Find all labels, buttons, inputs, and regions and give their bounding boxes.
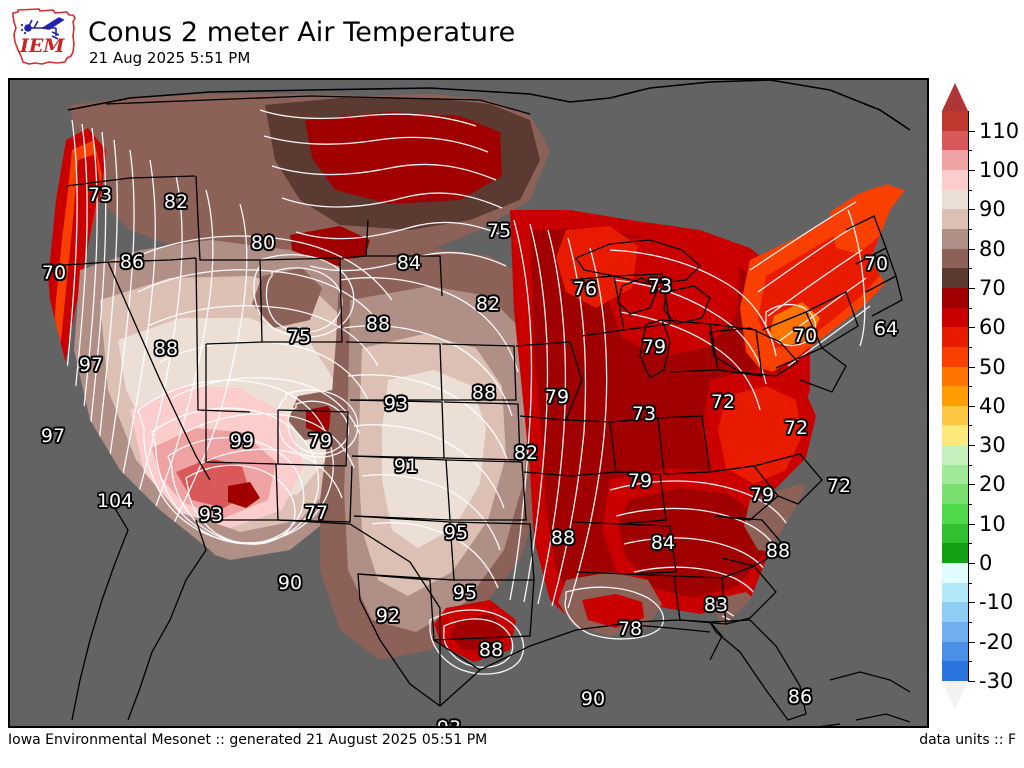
colorbar-tick-label: 40 — [979, 393, 1006, 418]
colorbar-tick-major — [968, 445, 975, 447]
colorbar-tick-minor — [968, 386, 972, 388]
colorbar-band — [942, 307, 968, 328]
colorbar-tick-label: 100 — [979, 157, 1020, 182]
colorbar-tick-label: 60 — [979, 315, 1006, 340]
colorbar-tick-major — [968, 169, 975, 171]
colorbar-tick-major — [968, 130, 975, 132]
colorbar-tick-major — [968, 209, 975, 211]
colorbar-band — [942, 425, 968, 446]
colorbar-band — [942, 602, 968, 623]
page-title: Conus 2 meter Air Temperature — [88, 17, 516, 48]
colorbar-min-arrow — [942, 681, 968, 709]
temperature-map[interactable]: 73 82 80 84 75 86 70 76 73 70 82 75 88 88 79 70 64 97 88 79… — [8, 78, 929, 728]
iem-logo: IEM — [9, 6, 79, 68]
colorbar-tick-minor — [968, 582, 972, 584]
colorbar-tick-minor — [968, 464, 972, 466]
colorbar-band — [942, 563, 968, 583]
colorbar-tick-major — [968, 602, 975, 604]
colorbar-band — [942, 484, 968, 505]
colorbar-tick-major — [968, 641, 975, 643]
colorbar-band — [942, 445, 968, 465]
colorbar-band — [942, 111, 968, 131]
colorbar-tick-minor — [968, 543, 972, 545]
colorbar-tick-major — [968, 681, 975, 682]
colorbar-band — [942, 346, 968, 367]
colorbar-tick-minor — [968, 228, 972, 230]
colorbar-tick-label: 80 — [979, 236, 1006, 261]
colorbar-max-arrow — [942, 83, 968, 111]
colorbar-tick-major — [968, 366, 975, 368]
colorbar-tick-label: 20 — [979, 472, 1006, 497]
colorbar-band — [942, 189, 968, 210]
footer-attribution: Iowa Environmental Mesonet :: generated … — [8, 732, 488, 748]
colorbar-gradient — [942, 111, 968, 681]
colorbar-tick-minor — [968, 307, 972, 309]
colorbar-band — [942, 661, 968, 681]
colorbar-tick-major — [968, 405, 975, 407]
colorbar-tick-major — [968, 248, 975, 250]
colorbar-band — [942, 130, 968, 151]
colorbar-band — [942, 464, 968, 485]
colorbar-tick-label: -30 — [979, 669, 1014, 693]
colorbar-tick-label: -10 — [979, 590, 1014, 615]
colorbar-band — [942, 582, 968, 603]
colorbar-tick-minor — [968, 150, 972, 152]
colorbar-tick-minor — [968, 504, 972, 506]
colorbar-band — [942, 622, 968, 642]
colorbar-tick-minor — [968, 346, 972, 348]
colorbar-tick-major — [968, 327, 975, 329]
colorbar-tick-minor — [968, 661, 972, 663]
colorbar-band — [942, 327, 968, 347]
colorbar-band — [942, 504, 968, 524]
colorbar-band — [942, 169, 968, 190]
colorbar-tick-minor — [968, 622, 972, 624]
colorbar-band — [942, 209, 968, 229]
page-footer: Iowa Environmental Mesonet :: generated … — [0, 728, 1024, 768]
colorbar-tick-label: 70 — [979, 275, 1006, 300]
colorbar-tick-minor — [968, 268, 972, 270]
colorbar-tick-major — [968, 563, 975, 565]
colorbar[interactable]: 110 100 90 80 70 60 50 40 30 20 10 0 -10 -20 -30 — [938, 78, 1024, 728]
colorbar-band — [942, 386, 968, 406]
colorbar-band — [942, 287, 968, 308]
page-header: IEM Conus 2 meter Air Temperature 21 Aug… — [0, 0, 1024, 78]
station-plot-icon — [20, 17, 65, 40]
colorbar-band — [942, 248, 968, 269]
colorbar-tick-major — [968, 484, 975, 486]
colorbar-tick-label: 50 — [979, 354, 1006, 379]
temperature-field — [45, 94, 916, 714]
page-subtitle: 21 Aug 2025 5:51 PM — [89, 49, 251, 67]
map-canvas — [45, 80, 916, 726]
colorbar-tick-label: 0 — [979, 551, 993, 576]
colorbar-tick-minor — [968, 425, 972, 427]
colorbar-band — [942, 641, 968, 662]
colorbar-band — [942, 523, 968, 544]
colorbar-tick-label: 90 — [979, 197, 1006, 222]
colorbar-tick-minor — [968, 189, 972, 191]
colorbar-band — [942, 405, 968, 426]
colorbar-tick-major — [968, 287, 975, 289]
colorbar-tick-major — [968, 523, 975, 525]
colorbar-axis — [968, 111, 969, 681]
footer-units: data units :: F — [919, 732, 1016, 748]
colorbar-band — [942, 543, 968, 564]
colorbar-tick-label: 30 — [979, 433, 1006, 458]
colorbar-band — [942, 150, 968, 170]
colorbar-tick-label: 10 — [979, 511, 1006, 536]
state-borders — [49, 80, 911, 726]
colorbar-band — [942, 366, 968, 387]
iem-logo-text: IEM — [19, 35, 65, 57]
colorbar-tick-label: -20 — [979, 629, 1014, 654]
colorbar-band — [942, 268, 968, 288]
colorbar-tick-label: 110 — [979, 118, 1020, 143]
colorbar-band — [942, 228, 968, 249]
